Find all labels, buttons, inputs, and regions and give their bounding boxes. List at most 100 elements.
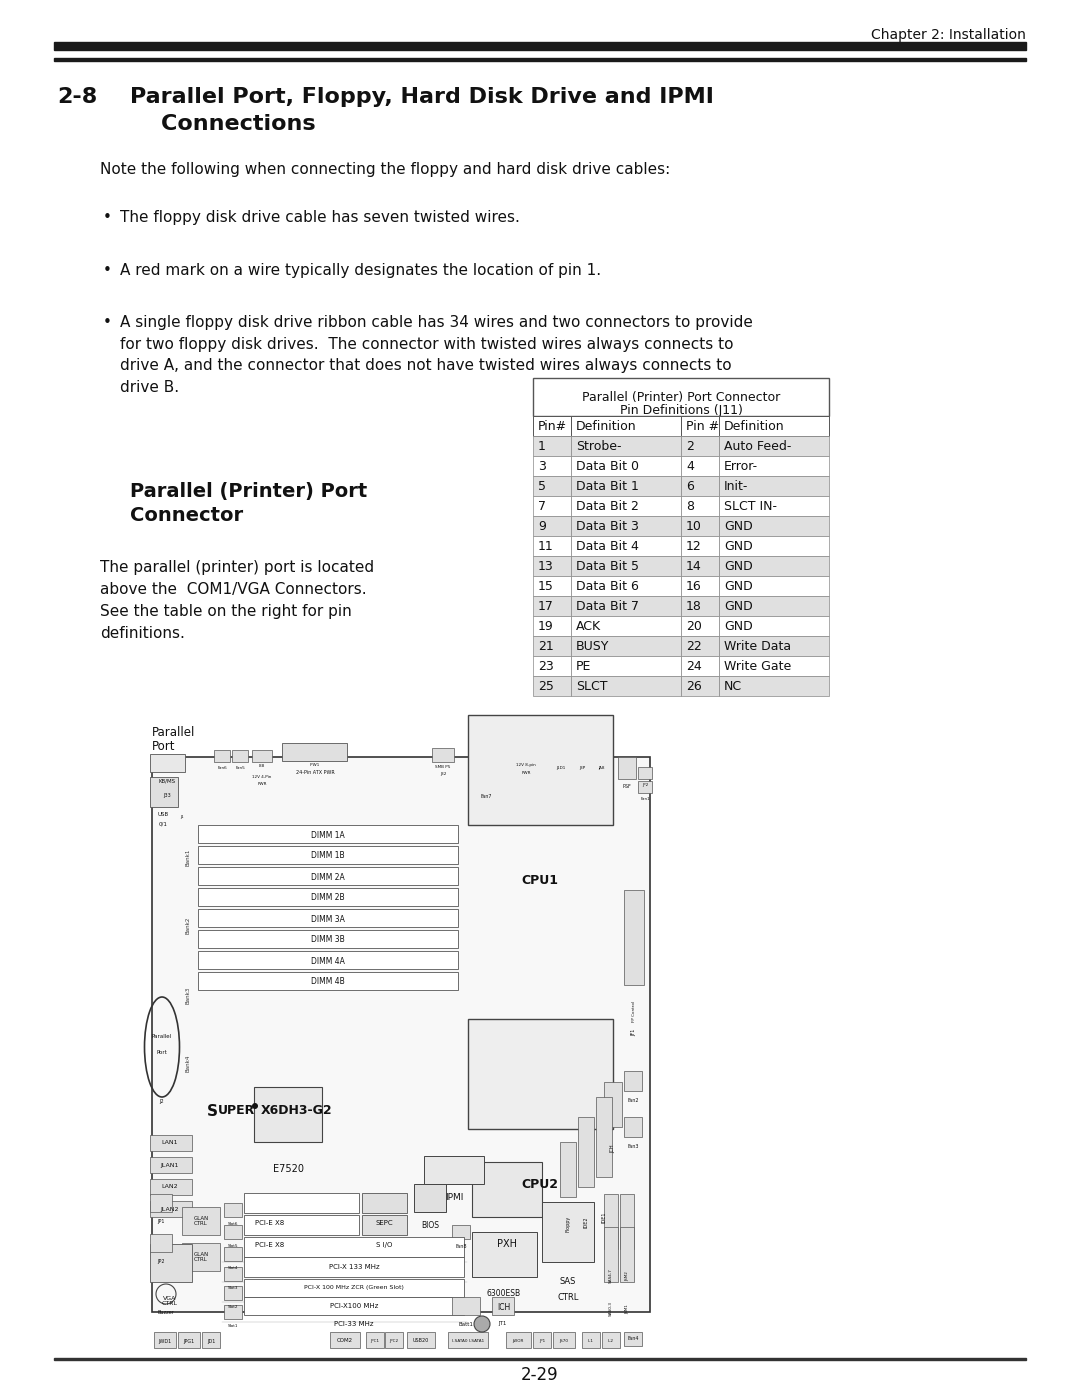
- Text: DIMM 1A: DIMM 1A: [311, 830, 345, 840]
- Text: Pin#: Pin#: [538, 420, 567, 433]
- Text: Slot4: Slot4: [228, 1266, 239, 1270]
- Text: Parallel: Parallel: [152, 726, 195, 739]
- Text: CTRL: CTRL: [557, 1292, 579, 1302]
- Bar: [681, 536, 719, 556]
- Bar: [150, 1201, 192, 1217]
- Bar: [534, 1331, 551, 1348]
- Text: 10: 10: [686, 521, 702, 534]
- Text: Fan6: Fan6: [217, 766, 227, 770]
- Bar: [681, 496, 719, 515]
- Bar: [571, 476, 681, 496]
- Text: Floppy: Floppy: [566, 1215, 570, 1232]
- Text: IL2: IL2: [608, 1338, 615, 1343]
- Bar: [681, 636, 719, 657]
- Bar: [596, 1097, 612, 1178]
- Text: SLCT IN-: SLCT IN-: [724, 500, 777, 514]
- Text: A red mark on a wire typically designates the location of pin 1.: A red mark on a wire typically designate…: [120, 263, 602, 278]
- Bar: [681, 556, 719, 576]
- Text: Parallel Port, Floppy, Hard Disk Drive and IPMI: Parallel Port, Floppy, Hard Disk Drive a…: [130, 87, 714, 108]
- Text: I38: I38: [259, 764, 266, 768]
- Bar: [534, 657, 571, 676]
- Text: Auto Feed-: Auto Feed-: [724, 440, 792, 454]
- Bar: [362, 1215, 407, 1235]
- Text: Parallel (Printer) Port: Parallel (Printer) Port: [130, 482, 367, 502]
- Bar: [198, 847, 458, 863]
- Text: VGA
CTRL: VGA CTRL: [162, 1295, 178, 1306]
- Text: S I/O: S I/O: [376, 1242, 392, 1248]
- Bar: [244, 1215, 359, 1235]
- Text: 17: 17: [538, 601, 554, 613]
- Text: Bank2: Bank2: [186, 916, 190, 933]
- Text: 24: 24: [686, 661, 702, 673]
- Text: JF1: JF1: [632, 1028, 636, 1035]
- Text: JLAN2: JLAN2: [161, 1207, 179, 1211]
- Bar: [414, 1185, 446, 1213]
- Bar: [571, 616, 681, 636]
- Text: IPMI: IPMI: [445, 1193, 463, 1203]
- Text: J1D1: J1D1: [556, 766, 566, 770]
- Text: PWR: PWR: [257, 782, 267, 787]
- Text: 11: 11: [538, 541, 554, 553]
- Text: JP1: JP1: [539, 1338, 545, 1343]
- Text: JCH: JCH: [610, 1144, 616, 1154]
- Bar: [150, 1157, 192, 1173]
- Bar: [681, 436, 719, 455]
- Bar: [244, 1193, 359, 1213]
- Bar: [154, 1331, 176, 1348]
- Text: UPER: UPER: [218, 1105, 255, 1118]
- Text: Fan4: Fan4: [627, 1337, 638, 1341]
- Text: JWD1: JWD1: [159, 1338, 172, 1344]
- Bar: [214, 750, 230, 761]
- Bar: [534, 576, 571, 597]
- Text: 2-29: 2-29: [522, 1366, 558, 1384]
- Text: Strobe-: Strobe-: [576, 440, 621, 454]
- Text: Data Bit 4: Data Bit 4: [576, 541, 639, 553]
- Text: Slot5: Slot5: [228, 1243, 239, 1248]
- Text: Fan8: Fan8: [456, 1243, 467, 1249]
- Text: Port: Port: [157, 1049, 167, 1055]
- Text: SEPC: SEPC: [375, 1220, 393, 1227]
- Text: 16: 16: [686, 581, 702, 594]
- Bar: [224, 1225, 242, 1239]
- Bar: [719, 576, 829, 597]
- Bar: [534, 379, 829, 416]
- Text: 20: 20: [686, 620, 702, 633]
- Text: DIMM 3A: DIMM 3A: [311, 915, 345, 923]
- Bar: [150, 1179, 192, 1194]
- Bar: [224, 1305, 242, 1319]
- Text: Data Bit 2: Data Bit 2: [576, 500, 639, 514]
- Text: 18: 18: [686, 601, 702, 613]
- Text: GND: GND: [724, 581, 753, 594]
- Text: above the  COM1/VGA Connectors.: above the COM1/VGA Connectors.: [100, 583, 366, 597]
- Bar: [571, 455, 681, 476]
- Bar: [183, 1207, 220, 1235]
- Bar: [198, 972, 458, 990]
- Bar: [198, 930, 458, 949]
- Bar: [432, 747, 454, 761]
- Text: A single floppy disk drive ribbon cable has 34 wires and two connectors to provi: A single floppy disk drive ribbon cable …: [120, 314, 753, 395]
- Bar: [604, 1083, 622, 1127]
- Bar: [681, 576, 719, 597]
- Text: LAN2: LAN2: [162, 1185, 178, 1189]
- Text: Bank3: Bank3: [186, 986, 190, 1003]
- Bar: [534, 476, 571, 496]
- Text: USB20: USB20: [413, 1338, 429, 1344]
- Text: JT1: JT1: [499, 1322, 508, 1327]
- Text: PCI-X100 MHz: PCI-X100 MHz: [329, 1303, 378, 1309]
- Text: LAN1: LAN1: [162, 1140, 178, 1146]
- Bar: [150, 1243, 192, 1282]
- Bar: [54, 1358, 1026, 1361]
- Text: KB/MS: KB/MS: [159, 778, 176, 784]
- Bar: [472, 1232, 537, 1277]
- Bar: [571, 536, 681, 556]
- Text: Data Bit 1: Data Bit 1: [576, 481, 639, 493]
- Text: JP2: JP2: [642, 782, 648, 787]
- Text: DIMM 4A: DIMM 4A: [311, 957, 345, 965]
- Bar: [198, 826, 458, 842]
- Text: COM2: COM2: [337, 1338, 353, 1344]
- Text: Connections: Connections: [130, 115, 315, 134]
- Bar: [534, 676, 571, 696]
- Bar: [571, 496, 681, 515]
- Bar: [150, 1234, 172, 1252]
- Bar: [719, 636, 829, 657]
